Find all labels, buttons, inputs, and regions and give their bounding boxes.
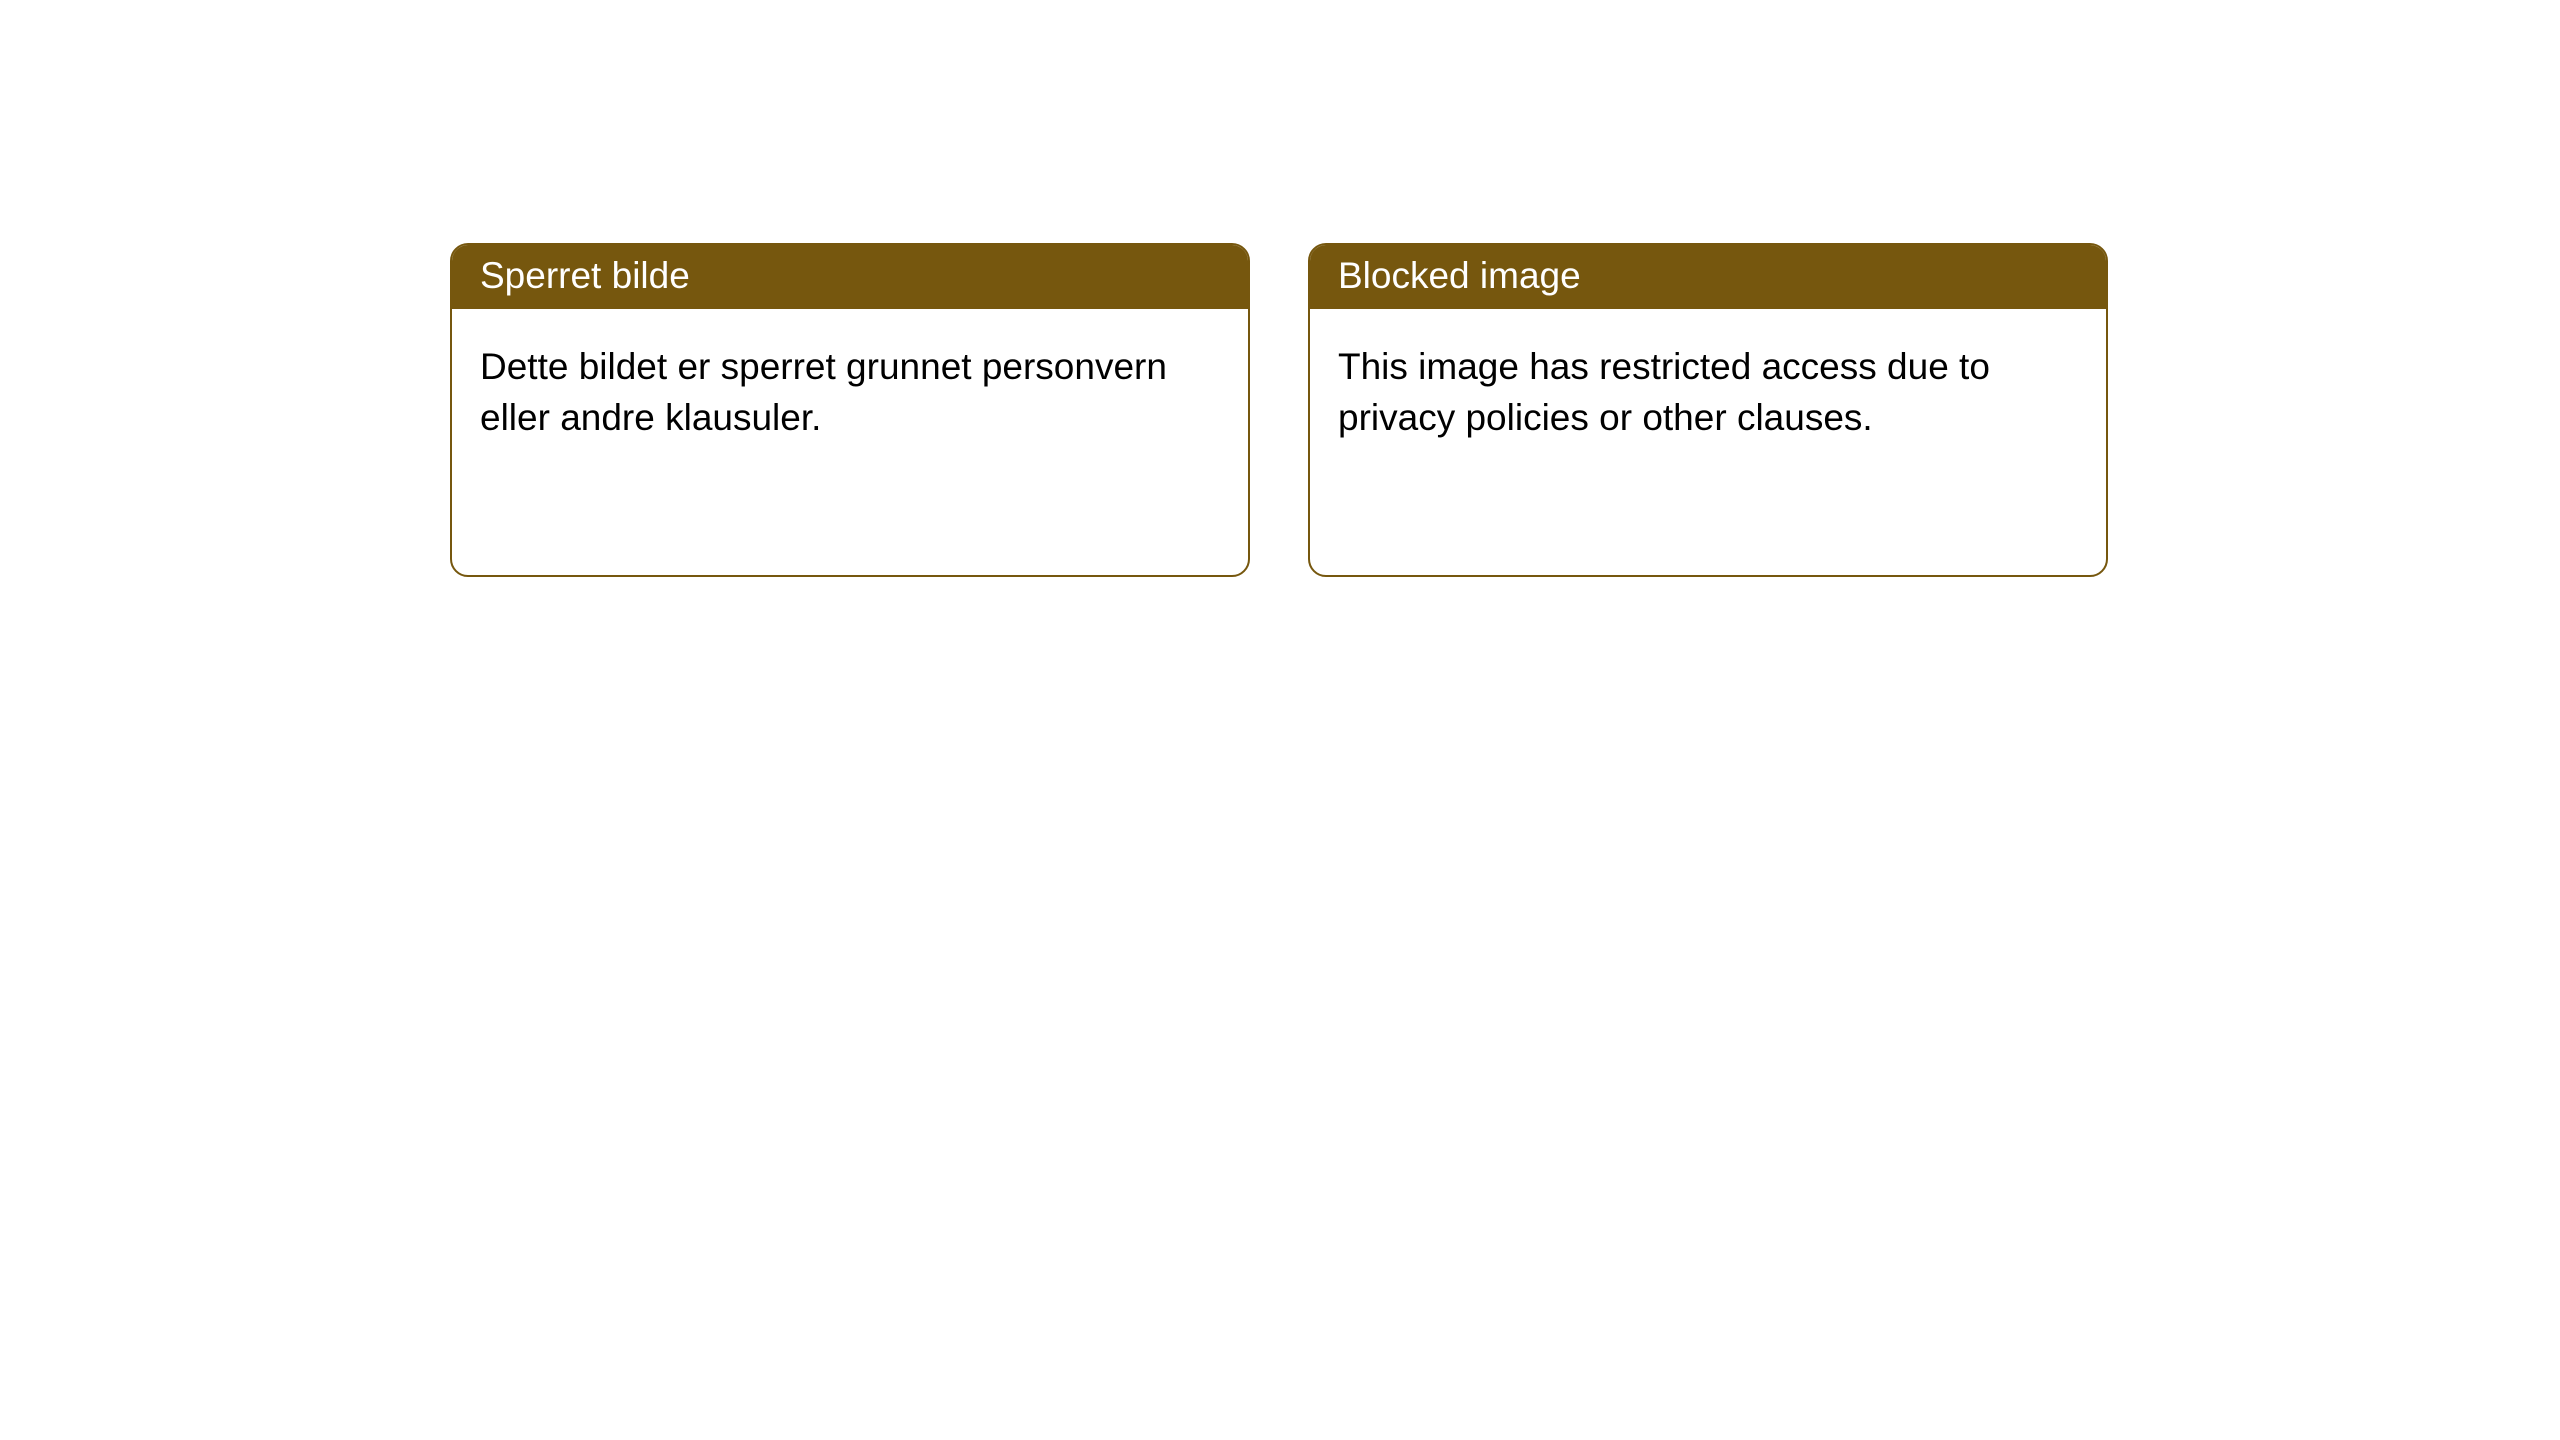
notice-card-text: This image has restricted access due to …	[1338, 346, 1990, 438]
notice-card-text: Dette bildet er sperret grunnet personve…	[480, 346, 1167, 438]
notice-card-title: Blocked image	[1338, 255, 1581, 296]
notice-card-norwegian: Sperret bilde Dette bildet er sperret gr…	[450, 243, 1250, 577]
notice-card-body: Dette bildet er sperret grunnet personve…	[452, 309, 1248, 475]
notice-container: Sperret bilde Dette bildet er sperret gr…	[0, 0, 2560, 577]
notice-card-english: Blocked image This image has restricted …	[1308, 243, 2108, 577]
notice-card-header: Blocked image	[1310, 245, 2106, 309]
notice-card-title: Sperret bilde	[480, 255, 690, 296]
notice-card-body: This image has restricted access due to …	[1310, 309, 2106, 475]
notice-card-header: Sperret bilde	[452, 245, 1248, 309]
